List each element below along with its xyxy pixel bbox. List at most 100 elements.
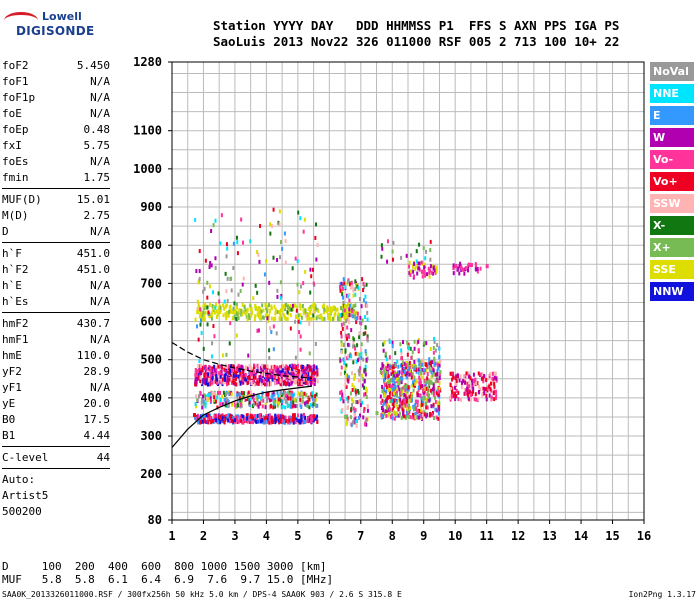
- echo-point: [276, 399, 279, 404]
- param-value: 28.9: [83, 365, 111, 378]
- echo-point: [299, 373, 302, 378]
- echo-point: [327, 316, 330, 321]
- echo-point: [260, 309, 263, 314]
- echo-point: [223, 420, 226, 425]
- param-label: h`F: [2, 247, 22, 260]
- echo-point: [356, 284, 359, 289]
- echo-point: [429, 239, 432, 244]
- echo-point: [198, 269, 201, 274]
- echo-point: [303, 217, 306, 222]
- echo-point: [214, 305, 217, 310]
- echo-point: [267, 377, 270, 382]
- echo-point: [401, 389, 404, 394]
- echo-point: [194, 380, 197, 385]
- echo-point: [242, 375, 245, 380]
- echo-point: [357, 356, 360, 361]
- echo-point: [431, 412, 434, 417]
- echo-point: [253, 368, 256, 373]
- echo-point: [205, 378, 208, 383]
- echo-point: [431, 360, 434, 365]
- echo-point: [312, 397, 315, 402]
- echo-point: [364, 391, 367, 396]
- echo-point: [284, 405, 287, 410]
- echo-point: [382, 342, 385, 347]
- echo-point: [296, 282, 299, 287]
- echo-point: [454, 376, 457, 381]
- echo-point: [262, 420, 265, 425]
- echo-point: [391, 407, 394, 412]
- echo-point: [438, 387, 441, 392]
- echo-point: [342, 357, 345, 362]
- echo-point: [420, 371, 423, 376]
- echo-point: [272, 347, 275, 352]
- echo-point: [296, 373, 299, 378]
- param-label: hmE: [2, 349, 22, 362]
- echo-point: [276, 288, 279, 293]
- echo-point: [355, 359, 358, 364]
- echo-point: [250, 366, 253, 371]
- echo-point: [304, 380, 307, 385]
- echo-point: [481, 392, 484, 397]
- echo-point: [236, 415, 239, 420]
- echo-point: [350, 406, 353, 411]
- echo-point: [246, 416, 249, 421]
- echo-point: [343, 308, 346, 313]
- echo-point: [233, 380, 236, 385]
- echo-point: [386, 381, 389, 386]
- echo-point: [392, 399, 395, 404]
- echo-point: [431, 373, 434, 378]
- trace-point: [281, 304, 285, 309]
- echo-point: [207, 367, 210, 372]
- echo-point: [272, 370, 275, 375]
- param-label: hmF2: [2, 317, 29, 330]
- echo-point: [237, 374, 240, 379]
- echo-point: [284, 303, 287, 308]
- echo-point: [492, 377, 495, 382]
- legend-item-x: X+: [650, 238, 694, 257]
- echo-point: [252, 420, 255, 425]
- echo-point: [245, 314, 248, 319]
- param-value: N/A: [90, 295, 110, 308]
- y-tick-label: 80: [148, 513, 162, 527]
- echo-point: [243, 305, 246, 310]
- echo-point: [346, 336, 349, 341]
- echo-point: [413, 375, 416, 380]
- param-row-b0: B0 17.5: [2, 412, 110, 428]
- echo-point: [406, 399, 409, 404]
- echo-point: [302, 382, 305, 387]
- echo-point: [466, 392, 469, 397]
- echo-point: [276, 258, 279, 263]
- param-group-1: foF2 5.450 foF1 N/A foF1p N/A foE N/A foEp 0.48 fx…: [2, 58, 110, 186]
- echo-point: [222, 303, 225, 308]
- echo-point: [225, 392, 228, 397]
- echo-point: [248, 417, 251, 422]
- echo-point: [291, 397, 294, 402]
- echo-point: [409, 346, 412, 351]
- echo-point: [343, 312, 346, 317]
- echo-point: [299, 306, 302, 311]
- echo-point: [216, 395, 219, 400]
- echo-point: [350, 397, 353, 402]
- echo-point: [256, 328, 259, 333]
- echo-point: [364, 294, 367, 299]
- echo-point: [400, 348, 403, 353]
- echo-point: [421, 261, 424, 266]
- echo-point: [199, 375, 202, 380]
- echo-point: [350, 415, 353, 420]
- echo-point: [277, 380, 280, 385]
- echo-point: [297, 374, 300, 379]
- echo-point: [272, 405, 275, 410]
- echo-point: [286, 404, 289, 409]
- echo-point: [273, 304, 276, 309]
- echo-point: [231, 379, 234, 384]
- echo-point: [410, 363, 413, 368]
- param-value: 17.5: [83, 413, 111, 426]
- echo-point: [265, 419, 268, 424]
- echo-point: [247, 375, 250, 380]
- echo-point: [288, 382, 291, 387]
- param-label: foF1: [2, 75, 29, 88]
- echo-point: [241, 282, 244, 287]
- echo-point: [347, 320, 350, 325]
- y-tick-label: 500: [140, 353, 162, 367]
- echo-point: [353, 377, 356, 382]
